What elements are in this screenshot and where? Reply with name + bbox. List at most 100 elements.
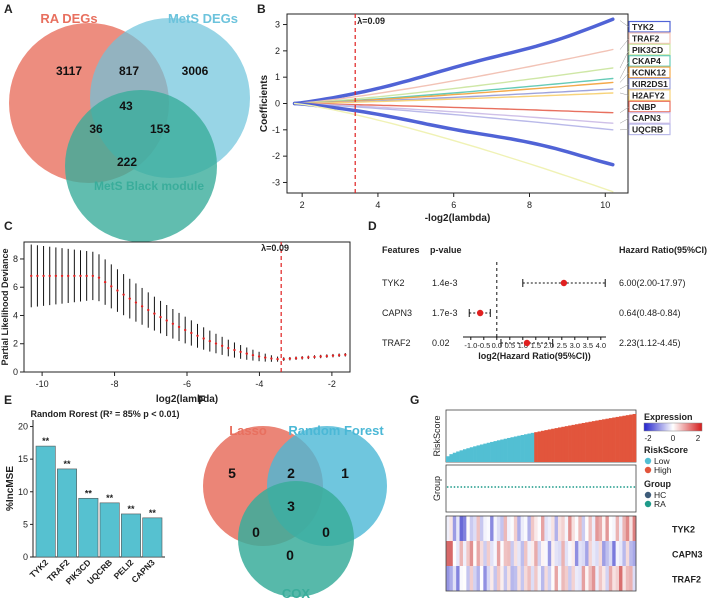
riskscore-bar bbox=[449, 454, 454, 462]
riskscore-bar bbox=[513, 436, 518, 462]
deviance-point bbox=[227, 346, 230, 350]
group-dot bbox=[494, 486, 497, 488]
gene-label: TYK2 bbox=[632, 22, 654, 32]
x-tick-label: -8 bbox=[111, 379, 119, 389]
heatmap-row-label: TYK2 bbox=[672, 525, 695, 535]
heatmap-cell bbox=[459, 541, 464, 566]
heatmap-cell bbox=[462, 566, 467, 591]
riskscore-bar bbox=[466, 448, 471, 462]
deviance-point bbox=[294, 357, 298, 360]
deviance-point bbox=[103, 280, 107, 284]
chart-title: Random Rorest (R² = 85% p < 0.01) bbox=[30, 409, 179, 419]
heatmap-cell bbox=[507, 516, 511, 541]
heatmap-cell bbox=[462, 516, 467, 541]
deviance-point bbox=[183, 328, 187, 332]
venn-f-count: 0 bbox=[252, 524, 260, 540]
heatmap-cell bbox=[449, 516, 454, 541]
venn-f-set-label-2: Random Forest bbox=[288, 423, 384, 438]
heatmap-cell bbox=[446, 566, 450, 591]
row-hr: 6.00(2.00-17.97) bbox=[619, 278, 686, 288]
deviance-point bbox=[30, 274, 33, 278]
group-dot bbox=[456, 486, 459, 488]
deviance-point bbox=[140, 305, 144, 308]
riskscore-bar bbox=[530, 432, 535, 462]
row-feature: TRAF2 bbox=[382, 338, 411, 348]
y-tick-label: -1 bbox=[272, 125, 280, 135]
group-dot bbox=[562, 486, 564, 488]
heatmap-cell bbox=[547, 566, 552, 591]
venn-f-circle-3 bbox=[238, 481, 354, 597]
heatmap-cell bbox=[493, 516, 498, 541]
x-axis-label: log2(Hazard Ratio(95%CI)) bbox=[478, 351, 591, 361]
row-hr: 2.23(1.12-4.45) bbox=[619, 338, 681, 348]
group-dot bbox=[633, 486, 636, 488]
heatmap-cell bbox=[608, 566, 613, 591]
bar bbox=[99, 502, 120, 558]
hr-point bbox=[476, 309, 484, 317]
deviance-point bbox=[54, 274, 58, 278]
gene-label-box bbox=[628, 43, 671, 56]
x-tick-label: 4.0 bbox=[596, 341, 606, 350]
y-tick-label: 15 bbox=[18, 454, 28, 464]
panel-letter-a: A bbox=[4, 2, 13, 16]
heatmap-cell bbox=[476, 566, 481, 591]
heatmap-cell bbox=[513, 566, 518, 591]
heatmap-cell bbox=[588, 566, 593, 591]
heatmap-cell bbox=[595, 516, 599, 541]
heatmap-cell bbox=[598, 566, 603, 591]
y-axis-label: %IncMSE bbox=[5, 466, 16, 511]
group-dot bbox=[630, 486, 632, 488]
group-dot bbox=[592, 486, 595, 488]
legend-group-item: HC bbox=[654, 490, 666, 500]
group-dot bbox=[619, 486, 622, 488]
bar bbox=[78, 497, 99, 558]
heatmap-cell bbox=[517, 516, 521, 541]
heatmap-cell bbox=[557, 566, 562, 591]
deviance-point bbox=[128, 297, 131, 300]
heatmap-cell bbox=[496, 566, 501, 591]
heatmap-cell bbox=[602, 541, 606, 566]
y-tick-label: 5 bbox=[23, 519, 28, 529]
bar bbox=[35, 445, 56, 558]
deviance-point bbox=[159, 315, 162, 319]
venn-a-count: 43 bbox=[119, 99, 133, 113]
legend-riskscore-swatch bbox=[644, 457, 652, 465]
riskscore-bar bbox=[578, 423, 583, 462]
gene-leader bbox=[619, 49, 630, 69]
riskscore-bar bbox=[591, 421, 596, 462]
heatmap-cell bbox=[483, 541, 488, 566]
riskscore-bar bbox=[622, 415, 627, 462]
panel-letter-b: B bbox=[257, 2, 266, 16]
riskscore-bar bbox=[452, 452, 457, 462]
venn-f-count: 5 bbox=[228, 465, 236, 481]
x-tick-label: 2.0 bbox=[544, 341, 554, 350]
y-tick-label: -3 bbox=[272, 177, 280, 187]
y-tick-label: 3 bbox=[275, 20, 280, 30]
heatmap-cell bbox=[622, 541, 627, 566]
coef-path bbox=[293, 102, 614, 193]
riskscore-bar bbox=[561, 426, 566, 462]
heatmap-cell bbox=[456, 541, 460, 566]
group-dot bbox=[602, 486, 605, 488]
gene-label: CAPN3 bbox=[632, 113, 661, 123]
heatmap-cell bbox=[629, 516, 633, 541]
heatmap-cell bbox=[605, 566, 610, 591]
riskscore-bar bbox=[469, 447, 474, 462]
heatmap-cell bbox=[571, 541, 576, 566]
deviance-point bbox=[42, 274, 45, 278]
heatmap-cell bbox=[564, 541, 569, 566]
riskscore-bar bbox=[537, 431, 542, 462]
lambda-label: λ=0.09 bbox=[261, 243, 289, 253]
gene-label-box bbox=[628, 77, 671, 90]
group-dot bbox=[467, 486, 469, 488]
heatmap-cell bbox=[446, 541, 450, 566]
heatmap-cell bbox=[500, 541, 504, 566]
venn-a-set-label-2: MetS DEGs bbox=[168, 11, 238, 26]
heatmap-cell bbox=[561, 541, 566, 566]
heatmap-cell bbox=[520, 516, 525, 541]
x-tick-label: -6 bbox=[183, 379, 191, 389]
x-tick-label: 2.5 bbox=[557, 341, 567, 350]
riskscore-bar bbox=[483, 443, 488, 462]
heatmap-cell bbox=[462, 541, 467, 566]
deviance-point bbox=[331, 354, 335, 357]
